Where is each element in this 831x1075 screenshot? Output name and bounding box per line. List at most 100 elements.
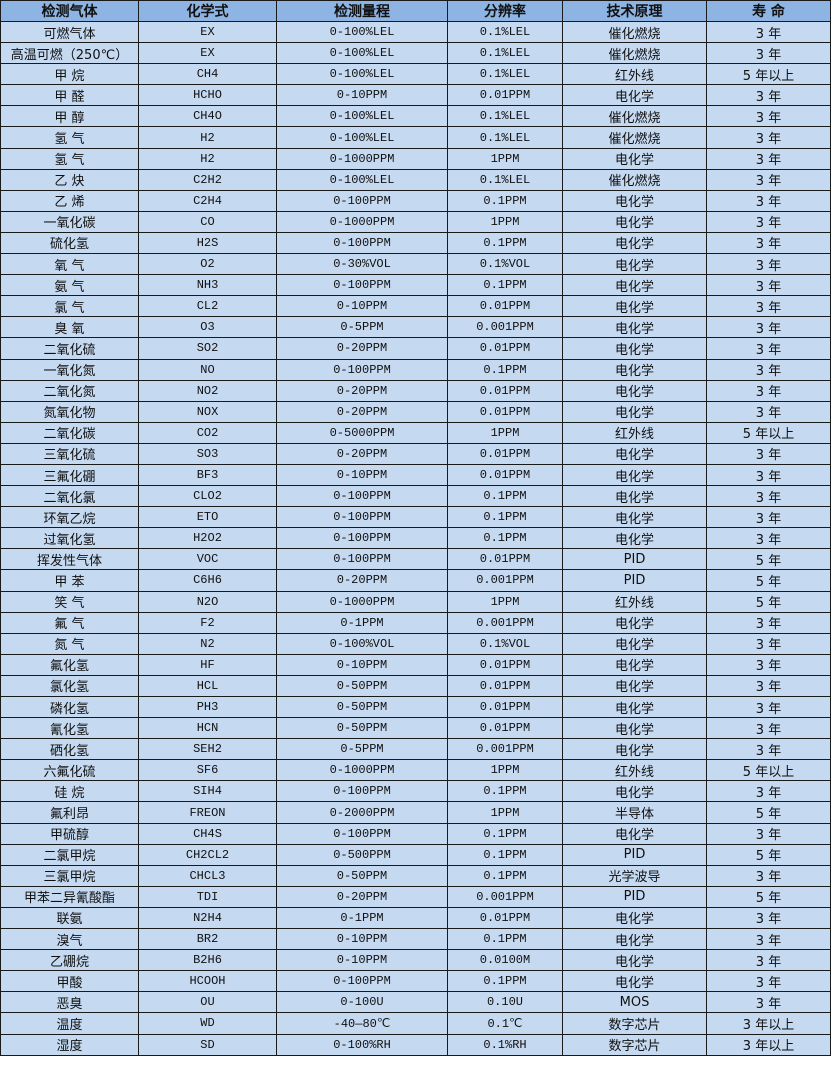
cell-formula: H2: [138, 147, 277, 170]
cell-formula: NO2: [138, 379, 277, 402]
cell-gas-name: 二氧化氯: [0, 485, 139, 508]
column-header-principle: 技术原理: [562, 0, 707, 22]
cell-gas-name: 乙硼烷: [0, 949, 139, 972]
cell-lifespan: 3 年: [706, 20, 831, 44]
cell-gas-name: 甲硫醇: [0, 822, 139, 845]
cell-lifespan: 3 年: [706, 231, 831, 255]
cell-formula: PH3: [138, 695, 277, 719]
cell-principle: 电化学: [562, 463, 707, 487]
cell-range: 0-100PPM: [276, 485, 448, 508]
table-row: 氧 气 O2 0-30%VOL 0.1%VOL 电化学 3 年: [0, 253, 831, 276]
cell-range: 0-1PPM: [276, 611, 448, 634]
table-row: 二氯甲烷 CH2CL2 0-500PPM 0.1PPM PID 5 年: [0, 843, 831, 866]
cell-gas-name: 可燃气体: [0, 20, 139, 44]
cell-range: 0-20PPM: [276, 569, 448, 592]
cell-resolution: 0.01PPM: [447, 84, 563, 107]
cell-principle: PID: [562, 569, 707, 592]
cell-gas-name: 二氯甲烷: [0, 843, 139, 866]
cell-lifespan: 3 年: [706, 316, 831, 339]
cell-resolution: 0.01PPM: [447, 400, 563, 423]
cell-formula: C2H2: [138, 168, 277, 191]
cell-principle: 电化学: [562, 316, 707, 339]
cell-range: 0-1000PPM: [276, 590, 448, 613]
cell-range: 0-100PPM: [276, 970, 448, 993]
cell-range: 0-50PPM: [276, 674, 448, 698]
cell-gas-name: 甲 醛: [0, 84, 139, 107]
cell-gas-name: 三氟化硼: [0, 463, 139, 487]
cell-range: 0-100PPM: [276, 548, 448, 571]
cell-resolution: 0.1PPM: [447, 274, 563, 297]
cell-gas-name: 恶臭: [0, 991, 139, 1014]
cell-gas-name: 氨 气: [0, 274, 139, 297]
cell-resolution: 0.1%LEL: [447, 42, 563, 65]
cell-resolution: 0.1℃: [447, 1012, 563, 1035]
cell-principle: 电化学: [562, 738, 707, 761]
table-row: 硫化氢 H2S 0-100PPM 0.1PPM 电化学 3 年: [0, 231, 831, 255]
cell-lifespan: 5 年以上: [706, 759, 831, 782]
cell-gas-name: 联氨: [0, 906, 139, 930]
cell-gas-name: 氮氧化物: [0, 400, 139, 423]
cell-gas-name: 溴气: [0, 928, 139, 951]
cell-principle: PID: [562, 843, 707, 866]
cell-resolution: 0.01PPM: [447, 906, 563, 930]
cell-gas-name: 过氧化氢: [0, 527, 139, 550]
cell-lifespan: 5 年以上: [706, 63, 831, 86]
cell-resolution: 0.01PPM: [447, 653, 563, 676]
cell-gas-name: 氮 气: [0, 632, 139, 655]
cell-resolution: 0.01PPM: [447, 548, 563, 571]
cell-principle: 电化学: [562, 231, 707, 255]
cell-resolution: 0.1PPM: [447, 506, 563, 529]
table-row: 一氧化碳 CO 0-1000PPM 1PPM 电化学 3 年: [0, 210, 831, 233]
table-row: 氟化氢 HF 0-10PPM 0.01PPM 电化学 3 年: [0, 653, 831, 676]
table-row: 硅 烷 SIH4 0-100PPM 0.1PPM 电化学 3 年: [0, 780, 831, 803]
cell-formula: CLO2: [138, 485, 277, 508]
table-row: 甲 烷 CH4 0-100%LEL 0.1%LEL 红外线 5 年以上: [0, 63, 831, 86]
cell-formula: SF6: [138, 759, 277, 782]
cell-lifespan: 3 年: [706, 253, 831, 276]
cell-principle: 电化学: [562, 253, 707, 276]
cell-range: 0-20PPM: [276, 337, 448, 360]
cell-principle: 电化学: [562, 906, 707, 930]
cell-range: 0-100PPM: [276, 231, 448, 255]
cell-principle: 电化学: [562, 527, 707, 550]
cell-resolution: 0.1PPM: [447, 928, 563, 951]
cell-range: 0-100%RH: [276, 1033, 448, 1056]
cell-range: 0-10PPM: [276, 463, 448, 487]
table-row: 一氧化氮 NO 0-100PPM 0.1PPM 电化学 3 年: [0, 358, 831, 381]
cell-gas-name: 氢 气: [0, 126, 139, 149]
table-row: 甲苯二异氰酸酯 TDI 0-20PPM 0.001PPM PID 5 年: [0, 885, 831, 908]
cell-principle: 电化学: [562, 337, 707, 360]
cell-range: 0-50PPM: [276, 717, 448, 740]
cell-principle: 电化学: [562, 189, 707, 212]
cell-formula: ETO: [138, 506, 277, 529]
cell-principle: 红外线: [562, 421, 707, 444]
table-row: 二氧化氯 CLO2 0-100PPM 0.1PPM 电化学 3 年: [0, 485, 831, 508]
cell-formula: O2: [138, 253, 277, 276]
cell-principle: PID: [562, 548, 707, 571]
cell-range: 0-100%LEL: [276, 63, 448, 86]
cell-resolution: 0.1%VOL: [447, 253, 563, 276]
cell-range: 0-5PPM: [276, 316, 448, 339]
cell-resolution: 0.01PPM: [447, 295, 563, 318]
cell-resolution: 0.01PPM: [447, 695, 563, 719]
cell-principle: 电化学: [562, 400, 707, 423]
cell-lifespan: 3 年: [706, 632, 831, 655]
cell-principle: 红外线: [562, 590, 707, 613]
cell-lifespan: 3 年: [706, 463, 831, 487]
table-row: 甲 醛 HCHO 0-10PPM 0.01PPM 电化学 3 年: [0, 84, 831, 107]
cell-principle: 电化学: [562, 674, 707, 698]
cell-gas-name: 硒化氢: [0, 738, 139, 761]
cell-range: 0-100%LEL: [276, 105, 448, 128]
cell-range: 0-100PPM: [276, 189, 448, 212]
cell-lifespan: 5 年: [706, 801, 831, 824]
table-header-row: 检测气体 化学式 检测量程 分辨率 技术原理寿 命: [0, 0, 831, 22]
cell-principle: 电化学: [562, 949, 707, 972]
cell-principle: 催化燃烧: [562, 126, 707, 149]
cell-range: 0-100%LEL: [276, 42, 448, 65]
cell-range: 0-50PPM: [276, 864, 448, 887]
cell-gas-name: 臭 氧: [0, 316, 139, 339]
cell-gas-name: 一氧化碳: [0, 210, 139, 233]
cell-resolution: 0.001PPM: [447, 738, 563, 761]
table-row: 二氧化硫 SO2 0-20PPM 0.01PPM 电化学 3 年: [0, 337, 831, 360]
cell-range: 0-10PPM: [276, 949, 448, 972]
